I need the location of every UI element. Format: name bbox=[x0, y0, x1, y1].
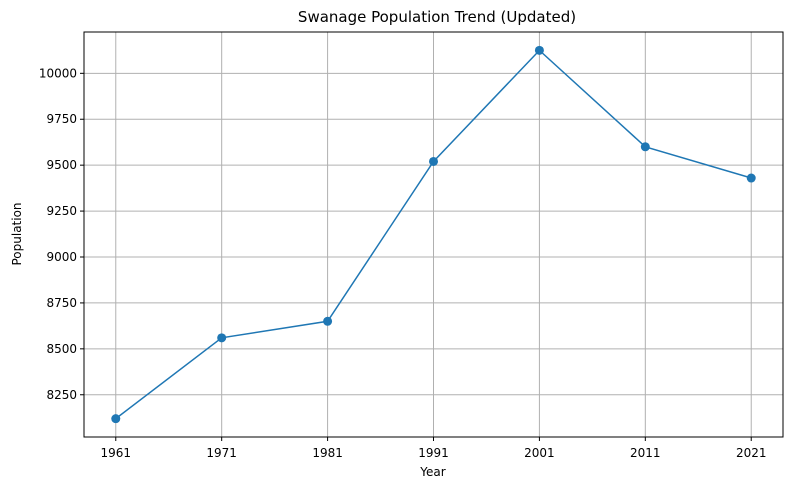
x-tick-label: 1971 bbox=[206, 446, 237, 460]
gridlines bbox=[84, 32, 783, 437]
y-tick-label: 9500 bbox=[46, 158, 77, 172]
data-point bbox=[217, 333, 227, 343]
series-points bbox=[111, 45, 756, 424]
x-axis: 1961 1971 1981 1991 2001 2011 2021 bbox=[100, 437, 767, 460]
data-point bbox=[746, 173, 756, 183]
x-tick-label: 2011 bbox=[630, 446, 661, 460]
x-tick-label: 2001 bbox=[524, 446, 555, 460]
y-axis: 8250 8500 8750 9000 9250 9500 9750 10000 bbox=[39, 66, 84, 402]
y-tick-label: 9250 bbox=[46, 204, 77, 218]
y-tick-label: 9000 bbox=[46, 250, 77, 264]
x-tick-label: 1961 bbox=[100, 446, 131, 460]
y-tick-label: 8500 bbox=[46, 342, 77, 356]
y-tick-label: 8750 bbox=[46, 296, 77, 310]
y-tick-label: 9750 bbox=[46, 112, 77, 126]
x-tick-label: 1981 bbox=[312, 446, 343, 460]
data-point bbox=[111, 414, 121, 424]
y-tick-label: 10000 bbox=[39, 66, 77, 80]
y-tick-label: 8250 bbox=[46, 388, 77, 402]
data-point bbox=[323, 316, 333, 326]
data-point bbox=[534, 45, 544, 55]
x-tick-label: 2021 bbox=[736, 446, 767, 460]
x-axis-label: Year bbox=[419, 465, 445, 479]
data-point bbox=[640, 142, 650, 152]
x-tick-label: 1991 bbox=[418, 446, 449, 460]
data-point bbox=[429, 156, 438, 166]
y-axis-label: Population bbox=[10, 202, 24, 265]
chart-title: Swanage Population Trend (Updated) bbox=[298, 8, 576, 26]
